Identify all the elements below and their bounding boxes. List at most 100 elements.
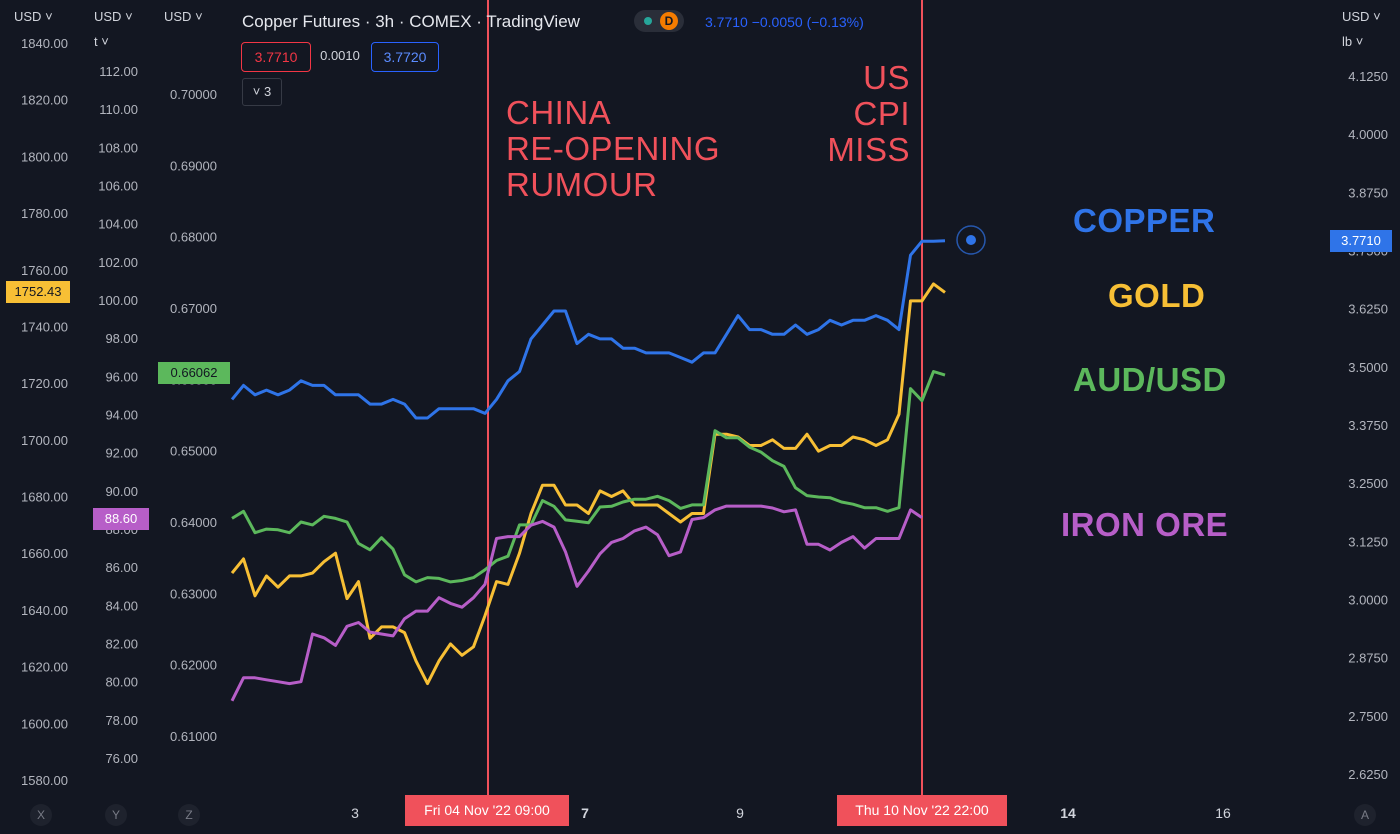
gold-price-tag: 1752.43 xyxy=(6,281,70,303)
gold_usd-tick-label: 1600.00 xyxy=(21,716,68,731)
iron-axis-ticks: 112.00 110.00 108.00 106.00 104.00 102.00 100.… xyxy=(98,64,138,766)
copper-label: COPPER xyxy=(1073,202,1216,239)
aud_usd-tick-label: 0.61000 xyxy=(170,729,217,744)
chevron-down-icon: ˅ xyxy=(252,84,261,99)
iron_t-tick-label: 104.00 xyxy=(98,217,138,232)
iron_t-tick-label: 86.00 xyxy=(105,560,138,575)
iron_t-tick-label: 106.00 xyxy=(98,179,138,194)
gold_usd-tick-label: 1780.00 xyxy=(21,206,68,221)
copper-axis-currency[interactable]: USD ˅ xyxy=(1342,9,1381,24)
x-tick-label: 14 xyxy=(1060,805,1076,821)
copper_lb-tick-label: 3.5000 xyxy=(1348,360,1388,375)
x-axis-ticks: 3 7 9 14 16 xyxy=(351,805,1231,821)
copper-axis-ticks: 4.12504.00003.87503.75003.62503.50003.37… xyxy=(1348,69,1388,782)
iron_t-tick-label: 76.00 xyxy=(105,751,138,766)
iron_t-tick-label: 112.00 xyxy=(99,64,138,79)
x-tick-label: 9 xyxy=(736,805,744,821)
iron_t-tick-label: 84.00 xyxy=(105,598,138,613)
copper-last-point-halo xyxy=(956,225,986,255)
indicators-collapse-button[interactable]: ˅ 3 xyxy=(242,78,282,106)
aud_usd-tick-label: 0.70000 xyxy=(170,87,217,102)
gold_usd-tick-label: 1720.00 xyxy=(21,376,68,391)
aud_usd-tick-label: 0.69000 xyxy=(170,158,217,173)
iron_t-tick-label: 90.00 xyxy=(105,484,138,499)
aud-usd-line xyxy=(231,370,946,584)
copper_lb-tick-label: 3.8750 xyxy=(1348,185,1388,200)
aud-axis-ticks: 0.700000.690000.680000.670000.660000.650… xyxy=(170,87,217,744)
iron_t-tick-label: 98.00 xyxy=(105,331,138,346)
gold-axis-currency[interactable]: USD ˅ xyxy=(14,9,53,24)
copper_lb-tick-label: 4.0000 xyxy=(1348,127,1388,142)
chevron-down-icon: ˅ xyxy=(45,9,53,24)
aud-label: AUD/USD xyxy=(1073,361,1227,398)
iron_t-tick-label: 82.00 xyxy=(105,637,138,652)
iron_t-tick-label: 96.00 xyxy=(105,369,138,384)
iron_t-tick-label: 80.00 xyxy=(105,675,138,690)
chevron-down-icon: ˅ xyxy=(195,9,203,24)
copper_lb-tick-label: 3.0000 xyxy=(1348,593,1388,608)
gold-label: GOLD xyxy=(1108,277,1206,314)
aud_usd-tick-label: 0.63000 xyxy=(170,586,217,601)
chevron-down-icon: ˅ xyxy=(1373,9,1381,24)
series-lines xyxy=(230,239,946,702)
aud_usd-tick-label: 0.68000 xyxy=(170,230,217,245)
copper_lb-tick-label: 3.3750 xyxy=(1348,418,1388,433)
gold_usd-tick-label: 1760.00 xyxy=(21,263,68,278)
copper-last-point xyxy=(966,235,976,245)
gold_usd-tick-label: 1700.00 xyxy=(21,433,68,448)
iron_t-tick-label: 108.00 xyxy=(98,140,138,155)
spread-value: 0.0010 xyxy=(320,48,360,63)
aud_usd-tick-label: 0.62000 xyxy=(170,658,217,673)
delayed-data-badge: D xyxy=(660,12,678,30)
chart-title: Copper Futures · 3h · COMEX · TradingVie… xyxy=(242,12,580,31)
gold_usd-tick-label: 1640.00 xyxy=(21,603,68,618)
gold_usd-tick-label: 1580.00 xyxy=(21,773,68,788)
cpi-annotation: US CPI MISS xyxy=(827,59,910,168)
copper-axis-unit[interactable]: lb ˅ xyxy=(1342,34,1364,49)
x-tick-label: 3 xyxy=(351,805,359,821)
gold-axis-ticks: 1840.00 1820.00 1800.00 1780.00 1760.00 1740.… xyxy=(21,36,68,788)
gold_usd-tick-label: 1620.00 xyxy=(21,660,68,675)
iron_t-tick-label: 78.00 xyxy=(105,713,138,728)
x-tick-label: 16 xyxy=(1215,805,1231,821)
market-open-icon xyxy=(644,17,652,25)
aud-price-tag: 0.66062 xyxy=(158,362,230,384)
iron_t-tick-label: 94.00 xyxy=(105,408,138,423)
copper_lb-tick-label: 3.6250 xyxy=(1348,302,1388,317)
data-status-toggle[interactable]: D xyxy=(634,10,684,32)
iron_t-tick-label: 92.00 xyxy=(105,446,138,461)
chevron-down-icon: ˅ xyxy=(1355,34,1364,49)
cpi-time-tag: Thu 10 Nov '22 22:00 xyxy=(837,795,1007,826)
copper-axis-scale-button[interactable]: A xyxy=(1354,804,1376,826)
iron-label: IRON ORE xyxy=(1061,506,1229,543)
copper_lb-tick-label: 3.2500 xyxy=(1348,476,1388,491)
chevron-down-icon: ˅ xyxy=(125,9,133,24)
copper_lb-tick-label: 2.7500 xyxy=(1348,709,1388,724)
iron_t-tick-label: 110.00 xyxy=(99,102,138,117)
iron-axis-currency[interactable]: USD ˅ xyxy=(94,9,133,24)
gold-line xyxy=(230,282,946,686)
aud_usd-tick-label: 0.67000 xyxy=(170,301,217,316)
iron-axis-unit[interactable]: t ˅ xyxy=(94,34,109,49)
iron-axis-scale-button[interactable]: Y xyxy=(105,804,127,826)
copper_lb-tick-label: 2.8750 xyxy=(1348,651,1388,666)
iron_t-tick-label: 102.00 xyxy=(98,255,138,270)
gold_usd-tick-label: 1820.00 xyxy=(21,93,68,108)
sell-button[interactable]: 3.7710 xyxy=(241,42,311,72)
copper-price-tag: 3.7710 xyxy=(1330,230,1392,252)
gold-axis-scale-button[interactable]: X xyxy=(30,804,52,826)
china-annotation: CHINA RE-OPENING RUMOUR xyxy=(506,94,721,203)
china-time-tag: Fri 04 Nov '22 09:00 xyxy=(405,795,569,826)
x-tick-label: 7 xyxy=(581,805,589,821)
gold_usd-tick-label: 1660.00 xyxy=(21,546,68,561)
iron_t-tick-label: 100.00 xyxy=(98,293,138,308)
iron-price-tag: 88.60 xyxy=(93,508,149,530)
aud_usd-tick-label: 0.64000 xyxy=(170,515,217,530)
gold_usd-tick-label: 1740.00 xyxy=(21,319,68,334)
iron-ore-line xyxy=(230,504,923,702)
buy-button[interactable]: 3.7720 xyxy=(371,42,439,72)
aud-axis-scale-button[interactable]: Z xyxy=(178,804,200,826)
aud-axis-currency[interactable]: USD ˅ xyxy=(164,9,203,24)
copper_lb-tick-label: 4.1250 xyxy=(1348,69,1388,84)
